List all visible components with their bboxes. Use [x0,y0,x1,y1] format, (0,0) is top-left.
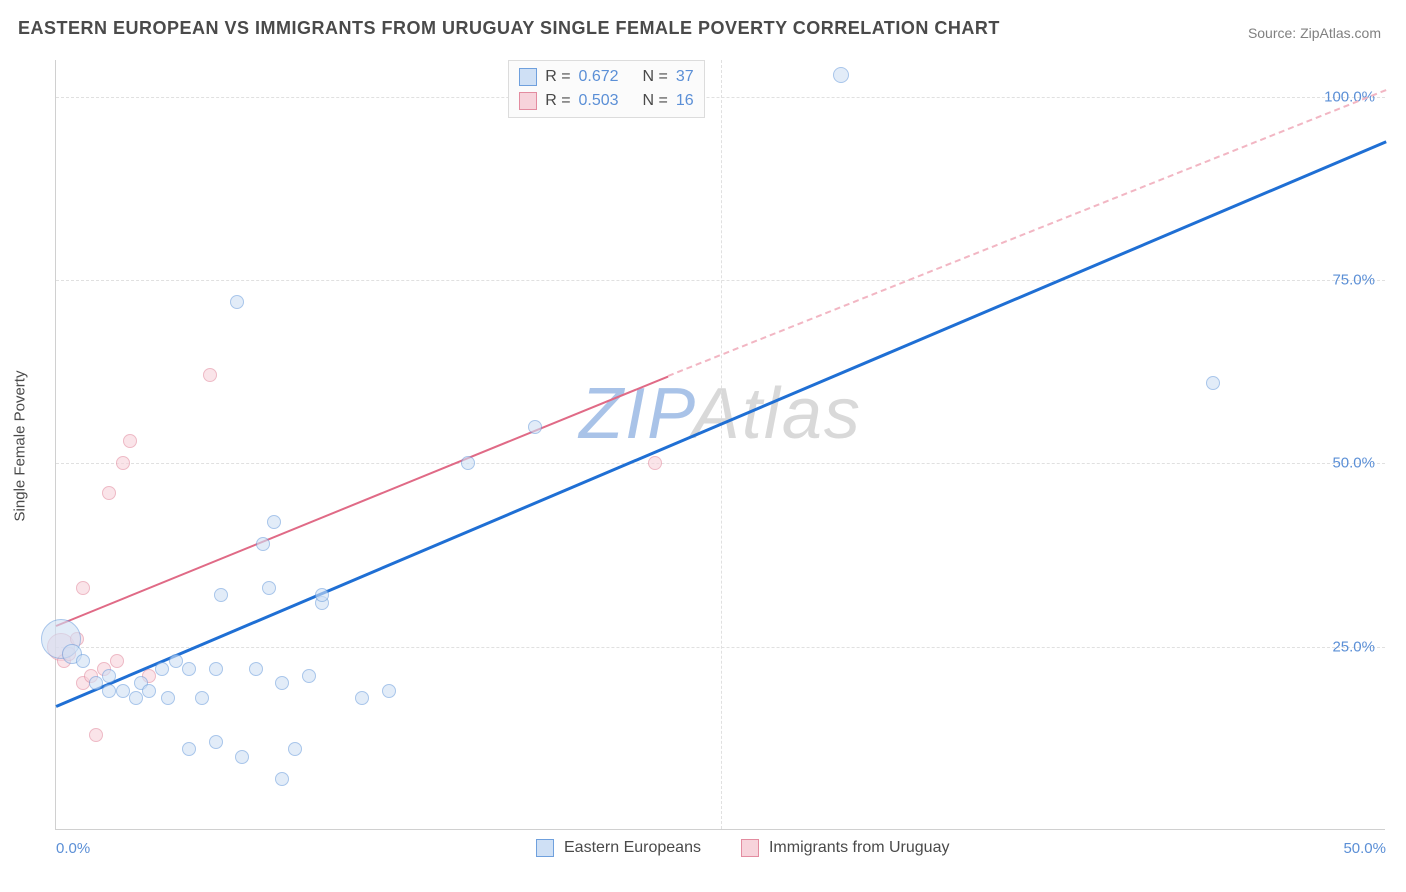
legend-swatch [741,839,759,857]
scatter-point-pink [89,728,103,742]
scatter-point-blue [116,684,130,698]
scatter-point-pink [116,456,130,470]
scatter-point-blue [267,515,281,529]
legend-r-value: 0.503 [579,92,635,110]
scatter-point-blue [288,742,302,756]
scatter-point-pink [102,486,116,500]
y-tick-label: 25.0% [1332,638,1375,655]
scatter-point-blue [89,676,103,690]
scatter-point-blue [195,691,209,705]
scatter-point-blue [155,662,169,676]
source-attribution: Source: ZipAtlas.com [1248,25,1381,41]
scatter-point-blue [262,581,276,595]
scatter-point-blue [833,67,849,83]
correlation-legend-row: R = 0.672 N = 37 [519,65,693,89]
scatter-point-blue [315,588,329,602]
legend-r-label: R = [545,68,570,86]
scatter-point-blue [461,456,475,470]
legend-series-label: Immigrants from Uruguay [769,839,950,857]
scatter-point-blue [214,588,228,602]
legend-n-label: N = [643,92,668,110]
legend-swatch [536,839,554,857]
scatter-point-blue [275,772,289,786]
x-tick-label: 0.0% [56,840,90,857]
scatter-point-blue [182,662,196,676]
scatter-point-blue [355,691,369,705]
gridline-v [721,60,722,829]
scatter-point-blue [382,684,396,698]
legend-r-label: R = [545,92,570,110]
legend-n-value: 37 [676,68,694,86]
scatter-point-blue [275,676,289,690]
series-legend: Eastern Europeans Immigrants from Uruguay [536,839,979,857]
scatter-point-blue [182,742,196,756]
legend-swatch [519,92,537,110]
scatter-point-blue [129,691,143,705]
scatter-point-blue [142,684,156,698]
scatter-point-pink [110,654,124,668]
plot-area: ZIPAtlas 25.0%50.0%75.0%100.0%0.0%50.0%R… [55,60,1385,830]
scatter-point-blue [1206,376,1220,390]
y-axis-title: Single Female Poverty [12,371,29,522]
scatter-point-pink [123,434,137,448]
scatter-point-blue [230,295,244,309]
legend-r-value: 0.672 [579,68,635,86]
trend-line-dashed [667,89,1386,377]
scatter-point-blue [102,669,116,683]
scatter-point-blue [169,654,183,668]
scatter-point-blue [209,662,223,676]
source-prefix: Source: [1248,25,1300,41]
legend-n-value: 16 [676,92,694,110]
y-tick-label: 75.0% [1332,272,1375,289]
y-tick-label: 50.0% [1332,455,1375,472]
scatter-point-pink [648,456,662,470]
scatter-point-blue [528,420,542,434]
legend-swatch [519,68,537,86]
legend-n-label: N = [643,68,668,86]
scatter-point-pink [203,368,217,382]
scatter-point-blue [161,691,175,705]
scatter-point-blue [76,654,90,668]
scatter-point-blue [235,750,249,764]
scatter-point-blue [209,735,223,749]
correlation-legend-row: R = 0.503 N = 16 [519,89,693,113]
source-name: ZipAtlas.com [1300,25,1381,41]
chart-title: EASTERN EUROPEAN VS IMMIGRANTS FROM URUG… [18,18,1000,39]
watermark-text-b: Atlas [692,374,862,454]
scatter-point-blue [302,669,316,683]
scatter-point-blue [249,662,263,676]
scatter-point-blue [102,684,116,698]
scatter-point-blue [256,537,270,551]
trend-line [56,375,669,626]
legend-series-label: Eastern Europeans [564,839,701,857]
x-tick-label: 50.0% [1343,840,1386,857]
correlation-legend: R = 0.672 N = 37 R = 0.503 N = 16 [508,60,704,118]
scatter-point-pink [76,581,90,595]
